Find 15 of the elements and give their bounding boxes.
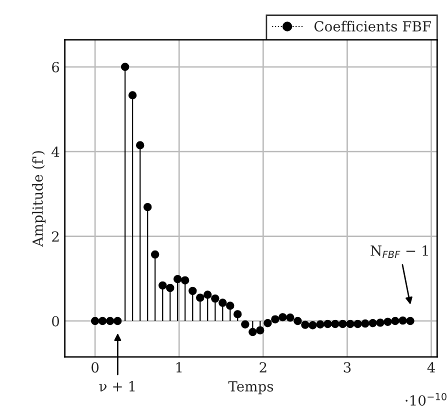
y-axis-title: Amplitude (f') xyxy=(32,151,46,247)
x-tick-label: 0 xyxy=(92,362,99,373)
y-tick-label: 2 xyxy=(52,231,59,242)
legend-label: Coefficients FBF xyxy=(314,20,432,32)
x-tick-label: 4 xyxy=(427,362,435,372)
annotation: N$_{FBF}$ − 1 xyxy=(370,245,428,258)
y-tick-label: 0 xyxy=(52,316,60,326)
x-tick-label: 1 xyxy=(176,362,182,372)
y-tick-label: 6 xyxy=(52,62,60,72)
x-axis-title: Temps xyxy=(228,381,274,394)
y-tick-label: 4 xyxy=(52,146,60,157)
x-tick-label: 3 xyxy=(344,362,351,373)
x-tick-label: 2 xyxy=(260,362,266,372)
text: ·10$^{−10}$ xyxy=(406,392,446,406)
text: ν + 1 xyxy=(99,381,135,392)
